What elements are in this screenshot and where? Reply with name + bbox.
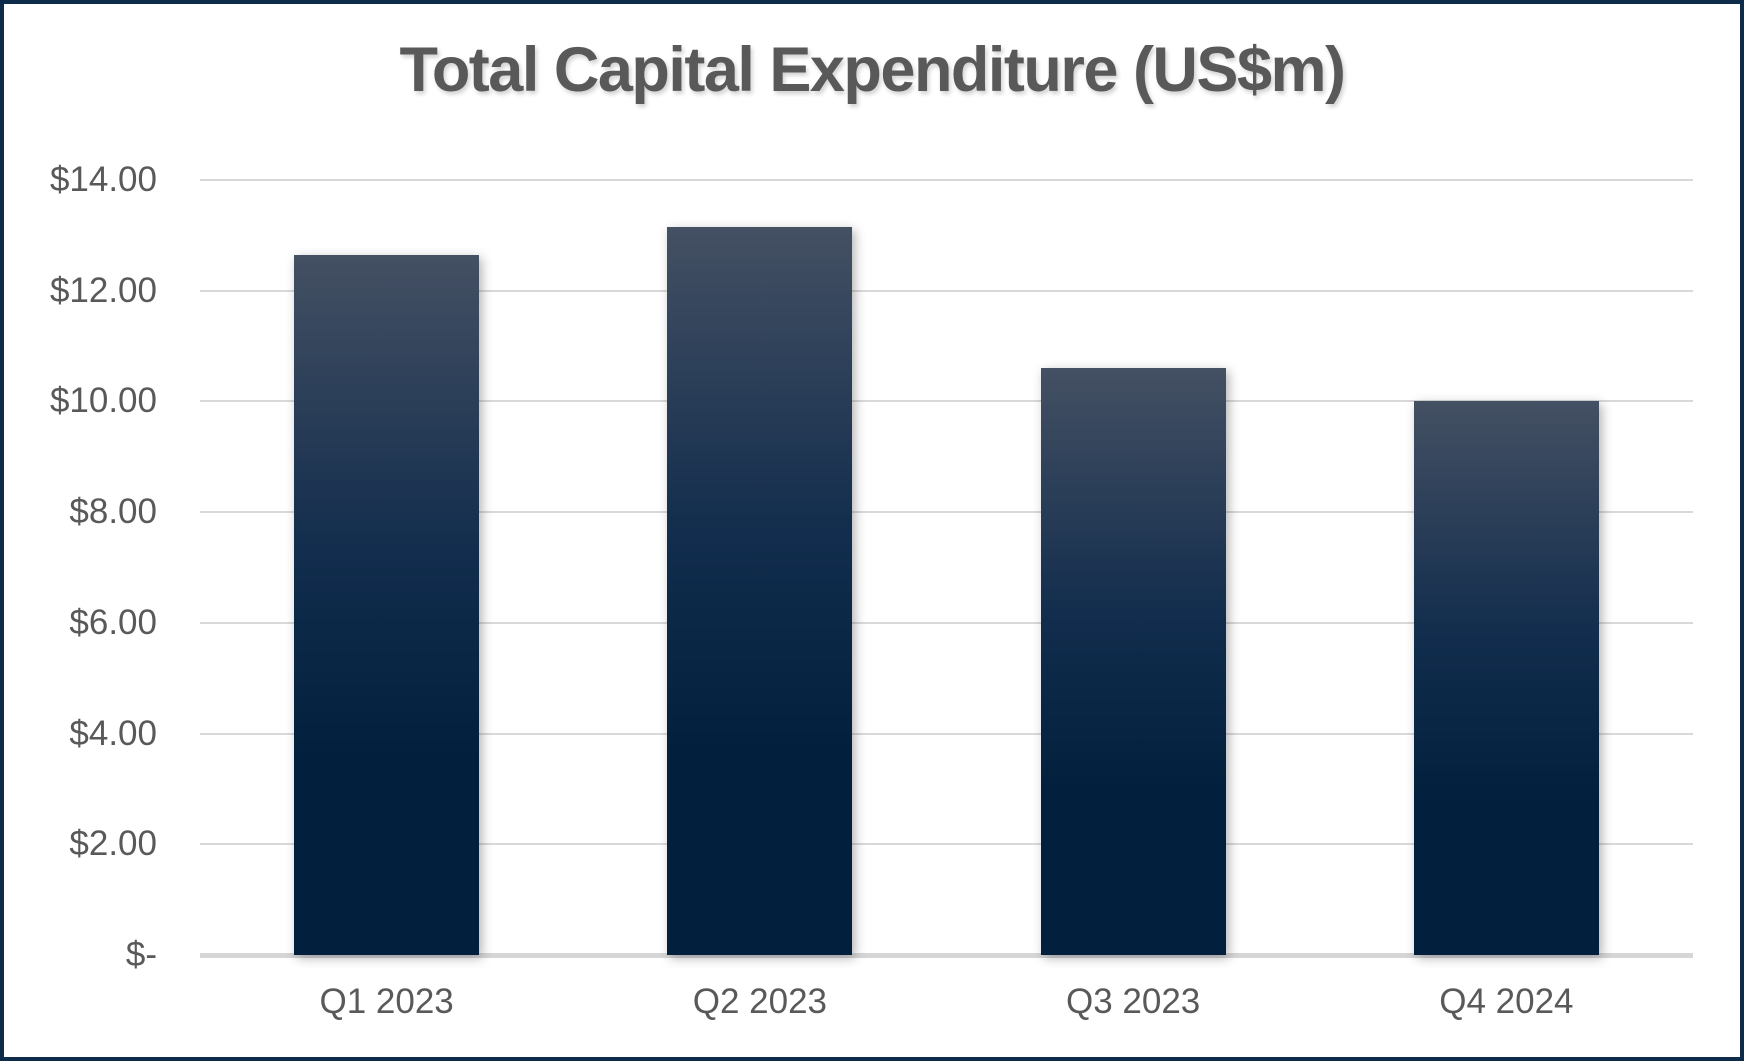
x-tick-label: Q4 2024 <box>1439 982 1574 1021</box>
x-tick-label: Q2 2023 <box>692 982 828 1021</box>
y-tick-label: $10.00 <box>49 381 157 421</box>
bar <box>1040 368 1226 955</box>
gridline <box>200 843 1693 846</box>
gridline <box>200 511 1693 514</box>
chart-title: Total Capital Expenditure (US$m) <box>399 35 1346 105</box>
gridline <box>200 732 1693 735</box>
y-tick-label: $8.00 <box>69 492 157 532</box>
gridline <box>200 400 1693 403</box>
y-tick-label: $12.00 <box>49 270 157 310</box>
bar <box>667 227 853 955</box>
y-tick-label: $14.00 <box>49 160 157 199</box>
gridline <box>200 289 1693 292</box>
x-tick-label: Q1 2023 <box>319 982 454 1021</box>
bar <box>1413 401 1599 955</box>
y-tick-label: $2.00 <box>69 824 157 864</box>
gridline <box>200 621 1693 624</box>
y-tick-label: $4.00 <box>69 713 157 753</box>
y-tick-label: $- <box>125 935 157 974</box>
y-tick-label: $6.00 <box>69 602 157 642</box>
x-axis-line <box>200 953 1693 958</box>
gridline <box>200 179 1693 181</box>
x-tick-label: Q3 2023 <box>1065 982 1201 1021</box>
bar <box>294 254 480 955</box>
